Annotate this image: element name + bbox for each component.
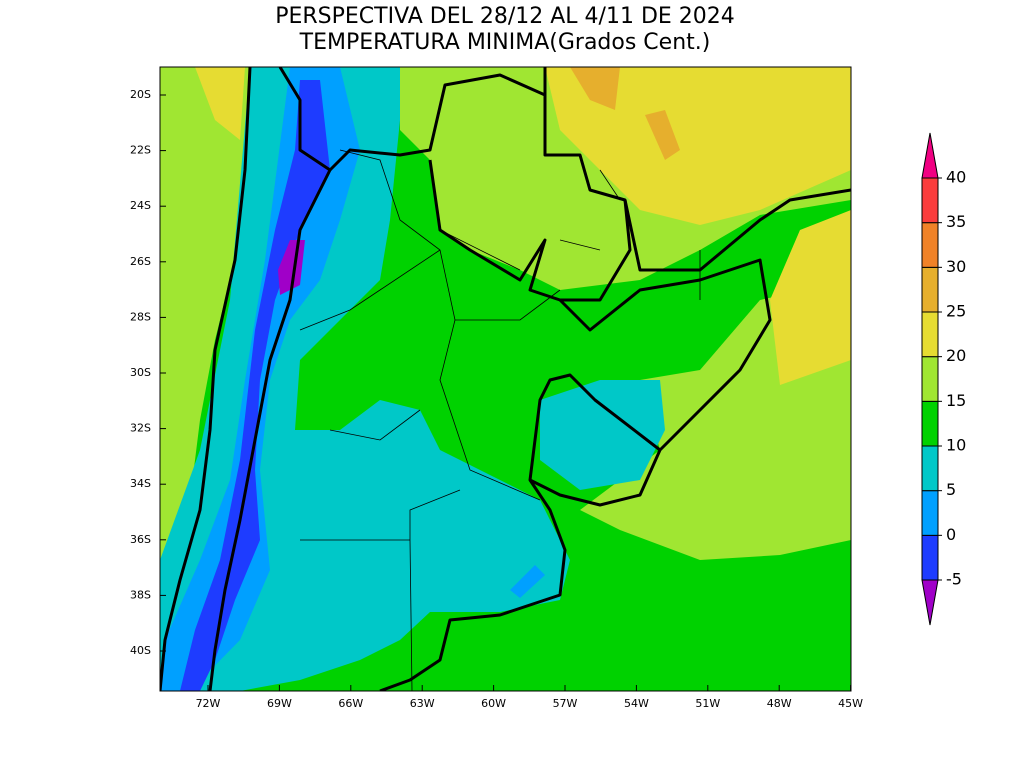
colorbar-label: 30: [946, 257, 966, 276]
colorbar-label: 5: [946, 480, 956, 499]
lon-label: 57W: [553, 697, 578, 710]
lat-label: 38S: [130, 588, 151, 601]
colorbar-label: 20: [946, 346, 966, 365]
colorbar-segment: [921, 400, 939, 447]
colorbar-segment: [921, 311, 939, 358]
lat-label: 30S: [130, 366, 151, 379]
colorbar-segment: [921, 266, 939, 313]
map-field: [160, 67, 851, 691]
lon-label: 48W: [767, 697, 792, 710]
lon-label: 72W: [196, 697, 221, 710]
lat-label: 20S: [130, 88, 151, 101]
lat-label: 36S: [130, 533, 151, 546]
lat-label: 22S: [130, 144, 151, 157]
colorbar-segment: [921, 490, 939, 536]
lon-label: 45W: [838, 697, 863, 710]
colorbar-label: 0: [946, 525, 956, 544]
colorbar-label: 10: [946, 436, 966, 455]
lat-label: 28S: [130, 310, 151, 323]
lon-label: 69W: [267, 697, 292, 710]
colorbar-label: 40: [946, 168, 966, 187]
title-line: PERSPECTIVA DEL 28/12 AL 4/11 DE 2024: [275, 4, 735, 29]
colorbar-segment: [921, 356, 939, 402]
lat-label: 32S: [130, 422, 151, 435]
lat-label: 24S: [130, 199, 151, 212]
lat-label: 26S: [130, 255, 151, 268]
colorbar-segment: [921, 445, 939, 492]
lon-label: 66W: [338, 697, 363, 710]
colorbar-label: 25: [946, 302, 966, 321]
lon-label: 60W: [481, 697, 506, 710]
lat-label: 34S: [130, 477, 151, 490]
map-frame: [159, 66, 852, 692]
colorbar-segment: [921, 222, 939, 268]
colorbar-low: [921, 579, 939, 626]
colorbar-high: [921, 132, 939, 179]
title-line: TEMPERATURA MINIMA(Grados Cent.): [299, 30, 711, 55]
colorbar-label: 35: [946, 212, 966, 231]
lon-label: 54W: [624, 697, 649, 710]
colorbar-label: 15: [946, 391, 966, 410]
colorbar-segment: [921, 177, 939, 224]
colorbar-segment: [921, 534, 939, 581]
lon-label: 63W: [410, 697, 435, 710]
colorbar-label: -5: [946, 570, 962, 589]
lat-label: 40S: [130, 644, 151, 657]
lon-label: 51W: [695, 697, 720, 710]
